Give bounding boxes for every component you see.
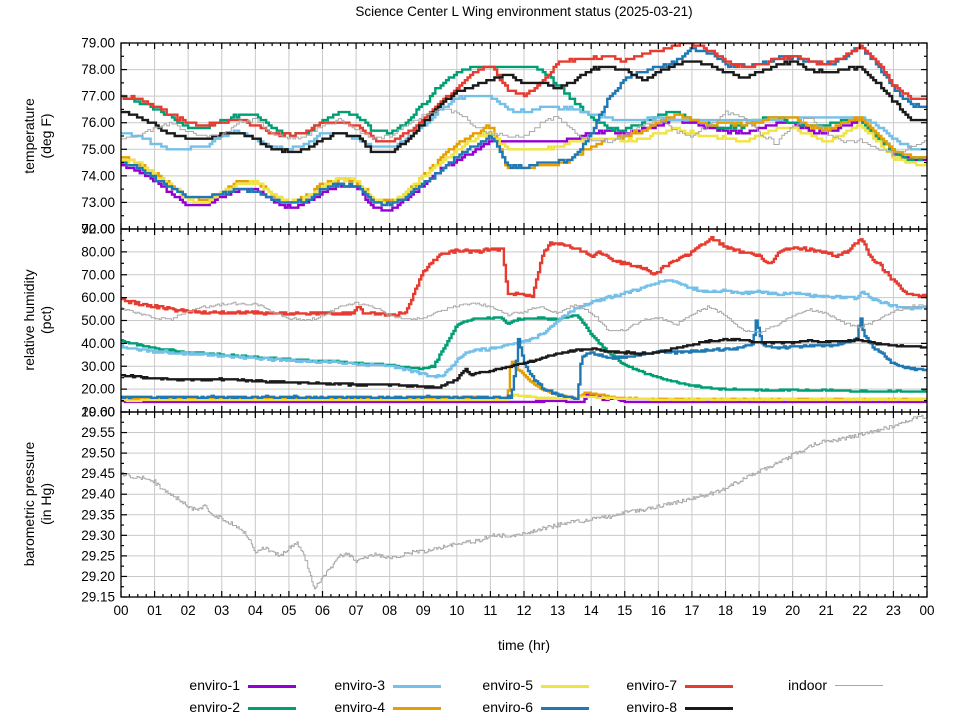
x-tick-label: 20 [785,603,800,618]
x-tick-label: 02 [181,603,196,618]
y-tick-label: 75.00 [81,142,115,157]
series-enviro-6 [121,317,927,400]
y-tick-label: 70.00 [81,267,115,282]
legend-line-enviro-8 [685,707,733,710]
x-tick-label: 05 [281,603,296,618]
y-tick-label: 76.00 [81,115,115,130]
legend-label-enviro-2: enviro-2 [189,699,240,715]
series-enviro-8 [121,337,927,389]
y-tick-label: 29.45 [81,466,115,481]
legend-line-enviro-3 [393,685,441,688]
y-tick-label: 40.00 [81,336,115,351]
y-tick-label: 29.60 [81,405,115,420]
y-tick-label: 90.00 [81,222,115,237]
legend-label-enviro-1: enviro-1 [189,677,240,693]
x-tick-label: 18 [718,603,733,618]
series-enviro-1 [121,393,927,404]
x-tick-label: 21 [819,603,834,618]
x-axis-label: time (hr) [497,637,551,653]
x-tick-label: 13 [550,603,565,618]
panel-barometric-pressure: 29.15 29.20 29.25 29.30 29.35 29.40 29.45 29.50… [81,405,928,605]
x-tick-label: 00 [113,603,128,618]
y-tick-label: 29.20 [81,569,115,584]
legend-line-enviro-1 [248,685,296,688]
legend-label-enviro-7: enviro-7 [626,677,677,693]
series-indoor [121,108,927,157]
y-tick-label: 10.00 [81,405,115,420]
x-tick-label: 19 [752,603,767,618]
legend-label-enviro-8: enviro-8 [626,699,677,715]
legend-label-enviro-5: enviro-5 [482,677,533,693]
x-tick-label: 03 [214,603,229,618]
x-tick-label: 08 [382,603,397,618]
y-tick-label: 50.00 [81,313,115,328]
y-tick-label: 77.00 [81,89,115,104]
x-tick-label: 12 [516,603,531,618]
y-tick-label: 79.00 [81,36,115,51]
legend-label-indoor: indoor [788,677,827,693]
x-tick-label: 23 [886,603,901,618]
x-tick-label: 10 [449,603,464,618]
x-tick-label: 15 [617,603,632,618]
series-indoor [121,301,927,334]
legend-line-enviro-5 [541,685,589,688]
x-tick-label: 00 [919,603,934,618]
series-enviro-8 [121,60,927,154]
y-tick-label: 29.15 [81,590,115,605]
y-tick-label: 29.35 [81,507,115,522]
chart-title: Science Center L Wing environment status… [355,4,693,19]
y-tick-label: 20.00 [81,382,115,397]
legend-label-enviro-6: enviro-6 [482,699,533,715]
y-tick-label: 73.00 [81,195,115,210]
x-tick-label: 22 [852,603,867,618]
y-axis-label-pressure: barometric pressure (in Hg) [21,441,54,567]
y-tick-label: 29.30 [81,528,115,543]
x-tick-label: 04 [248,603,264,618]
y-tick-label: 30.00 [81,359,115,374]
series-enviro-2 [121,65,927,162]
series-indoor [121,414,927,590]
panel-temperature: 72.00 73.00 74.00 75.00 76.00 77.00 78.00 79.00 [81,36,928,237]
y-tick-label: 74.00 [81,168,115,183]
x-tick-label: 09 [416,603,431,618]
x-tick-label: 06 [315,603,330,618]
x-tick-label: 11 [483,603,497,618]
y-tick-label: 29.25 [81,548,115,563]
y-tick-label: 72.00 [81,222,115,237]
legend-line-enviro-6 [541,707,589,710]
x-tick-label: 07 [349,603,364,618]
x-tick-label: 17 [684,603,699,618]
y-tick-label: 29.50 [81,446,115,461]
panel-relative-humidity: 10.00 20.00 30.00 40.00 50.00 60.00 70.00 80.00… [81,222,928,420]
y-tick-label: 29.40 [81,487,115,502]
legend-line-enviro-4 [393,707,441,710]
legend-label-enviro-4: enviro-4 [334,699,385,715]
y-tick-label: 60.00 [81,290,115,305]
x-tick-label: 01 [147,603,162,618]
y-tick-label: 29.55 [81,425,115,440]
series-enviro-7 [121,236,927,317]
y-tick-label: 78.00 [81,62,115,77]
series-enviro-5 [121,393,927,403]
legend-line-indoor [835,685,883,686]
x-tick-label: 14 [584,603,600,618]
series-enviro-3 [121,279,927,379]
legend-label-enviro-3: enviro-3 [334,677,385,693]
y-tick-label: 80.00 [81,244,115,259]
legend-line-enviro-7 [685,685,733,688]
legend-line-enviro-2 [248,707,296,710]
x-tick-label: 16 [651,603,666,618]
